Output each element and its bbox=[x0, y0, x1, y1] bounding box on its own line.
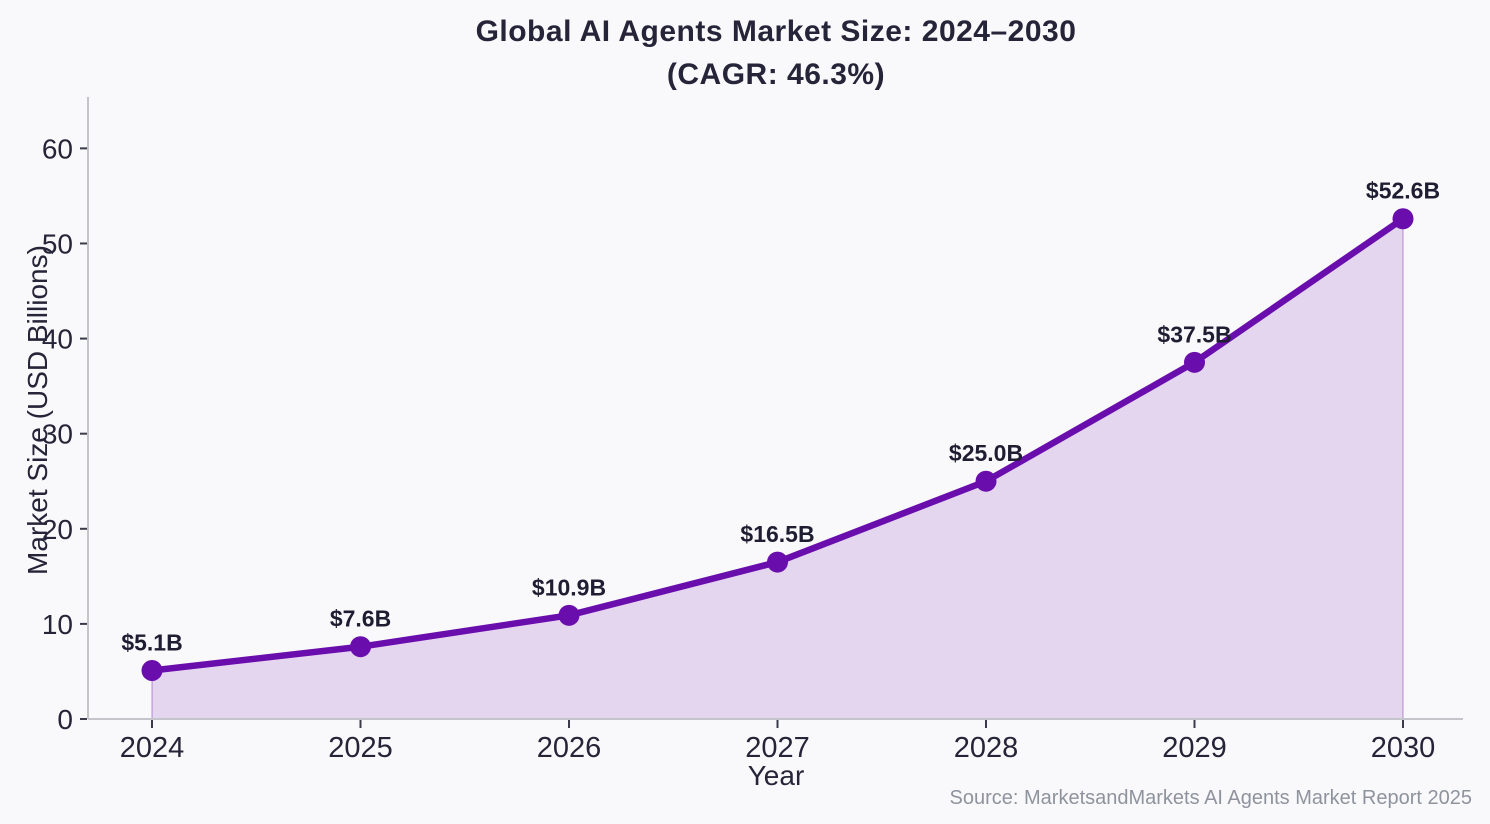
data-point-label-2028: $25.0B bbox=[949, 440, 1023, 466]
data-point-label-2029: $37.5B bbox=[1157, 321, 1231, 347]
chart-title: Global AI Agents Market Size: 2024–2030 bbox=[475, 15, 1077, 48]
y-tick-label: 30 bbox=[42, 419, 73, 450]
area-fill bbox=[151, 216, 1404, 720]
x-tick-label: 2029 bbox=[1162, 732, 1227, 764]
y-tick-label: 10 bbox=[42, 609, 73, 640]
x-tick-label: 2024 bbox=[120, 732, 185, 764]
data-point-2027 bbox=[767, 551, 788, 573]
data-point-label-2024: $5.1B bbox=[121, 629, 182, 655]
data-point-label-2026: $10.9B bbox=[532, 574, 606, 600]
data-point-label-2027: $16.5B bbox=[740, 521, 814, 547]
x-tick-label: 2027 bbox=[745, 732, 810, 764]
x-tick-label: 2030 bbox=[1371, 732, 1436, 764]
y-tick-label: 50 bbox=[42, 228, 73, 259]
data-point-2025 bbox=[350, 636, 371, 658]
data-point-2029 bbox=[1184, 351, 1205, 373]
y-tick-label: 0 bbox=[57, 704, 73, 735]
x-tick-label: 2025 bbox=[328, 732, 393, 764]
x-axis-label: Year bbox=[747, 760, 805, 791]
y-tick-label: 40 bbox=[42, 324, 73, 355]
y-axis-label: Market Size (USD Billions) bbox=[22, 245, 53, 575]
chart-title-block: Global AI Agents Market Size: 2024–2030 … bbox=[62, 10, 1490, 96]
data-point-2026 bbox=[558, 604, 580, 626]
chart-subtitle: (CAGR: 46.3%) bbox=[666, 58, 886, 91]
data-point-label-2025: $7.6B bbox=[330, 606, 391, 632]
source-note: Source: MarketsandMarkets AI Agents Mark… bbox=[949, 787, 1472, 809]
y-tick-label: 20 bbox=[42, 514, 73, 545]
x-tick-label: 2026 bbox=[537, 732, 602, 764]
data-point-label-2030: $52.6B bbox=[1366, 178, 1440, 204]
y-tick-label: 60 bbox=[42, 133, 73, 164]
data-point-2024 bbox=[141, 659, 163, 681]
data-point-2030 bbox=[1392, 208, 1414, 230]
x-tick-label: 2028 bbox=[954, 732, 1019, 764]
data-point-2028 bbox=[975, 470, 997, 492]
